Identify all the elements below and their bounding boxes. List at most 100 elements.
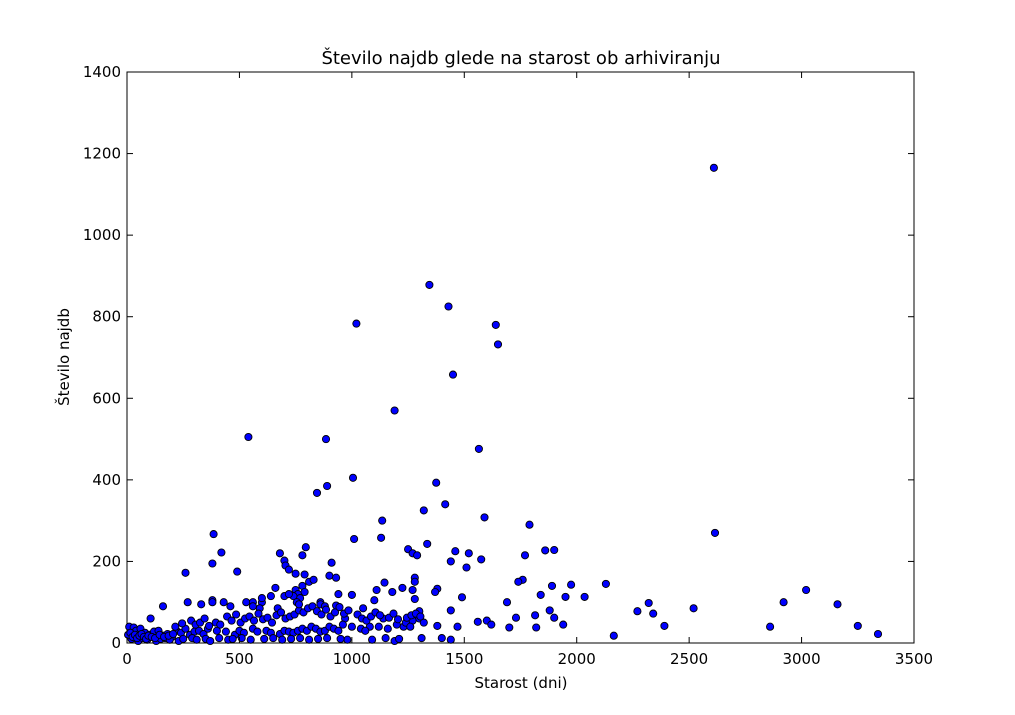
scatter-point [321, 605, 331, 614]
scatter-point [343, 635, 352, 644]
scatter-point [209, 530, 218, 539]
scatter-point [178, 619, 187, 628]
scatter-point [833, 600, 842, 609]
y-tick-label: 1000 [83, 226, 121, 244]
scatter-point [511, 613, 521, 622]
data-points [124, 163, 883, 646]
scatter-point [249, 616, 259, 625]
scatter-point [242, 598, 251, 607]
scatter-point [710, 528, 720, 537]
y-tick-label: 600 [92, 389, 121, 407]
scatter-point [487, 620, 496, 629]
scatter-point [226, 602, 235, 611]
scatter-point [183, 598, 192, 607]
y-tick-label: 1200 [83, 145, 121, 163]
scatter-point [228, 634, 237, 643]
scatter-point [406, 622, 415, 631]
scatter-point [248, 602, 257, 611]
scatter-point [217, 548, 226, 557]
scatter-point [287, 634, 296, 643]
scatter-point [416, 612, 425, 621]
scatter-point [192, 635, 201, 644]
scatter-point [350, 534, 359, 544]
scatter-point [378, 516, 387, 525]
scatter-point [550, 613, 559, 622]
scatter-point [709, 163, 718, 172]
scatter-point [325, 571, 334, 580]
scatter-point [448, 370, 458, 379]
scatter-point [453, 622, 462, 631]
scatter-point [171, 622, 180, 631]
scatter-point [221, 627, 230, 636]
scatter-point [531, 611, 540, 620]
scatter-point [296, 634, 305, 643]
scatter-point [493, 340, 503, 349]
scatter-point [208, 598, 217, 607]
plot-frame [126, 71, 915, 644]
scatter-point [609, 631, 618, 640]
scatter-point [276, 608, 286, 617]
scatter-point [219, 598, 228, 607]
scatter-point [419, 618, 428, 627]
x-tick-label: 3000 [782, 650, 820, 668]
scatter-point [520, 551, 530, 560]
scatter-point [298, 551, 307, 560]
scatter-point [260, 634, 269, 643]
scatter-point [561, 592, 570, 601]
scatter-point [269, 634, 278, 643]
scatter-point [253, 627, 262, 636]
scatter-point [323, 481, 332, 491]
scatter-point [441, 500, 450, 509]
scatter-point [413, 551, 422, 560]
scatter-point [474, 444, 483, 453]
scatter-point [437, 634, 446, 643]
scatter-point [480, 513, 489, 522]
scatter-point [372, 585, 381, 595]
scatter-point [232, 610, 241, 619]
scatter-point [633, 607, 642, 616]
scatter-point [332, 573, 341, 582]
scatter-point [388, 587, 397, 597]
scatter-point [181, 568, 190, 577]
scatter-point [451, 547, 460, 556]
scatter-point [505, 623, 514, 632]
scatter-point [179, 634, 188, 643]
x-tick-label: 2000 [558, 650, 596, 668]
scatter-point [567, 580, 576, 589]
scatter-point [347, 590, 356, 599]
scatter-point [473, 617, 482, 626]
scatter-point [347, 622, 356, 631]
scatter-point [263, 613, 272, 622]
scatter-point [410, 577, 419, 586]
scatter-point [580, 592, 589, 601]
scatter-point [300, 587, 309, 597]
scatter-point [873, 629, 883, 639]
scatter-point [300, 570, 309, 579]
scatter-point [419, 506, 428, 515]
scatter-point [408, 585, 417, 595]
scatter-point [275, 549, 284, 558]
x-tick-label: 500 [225, 650, 254, 668]
scatter-point [146, 614, 155, 623]
scatter-point [301, 543, 310, 552]
x-tick-label: 1500 [445, 650, 483, 668]
scatter-point [802, 585, 811, 595]
scatter-point [446, 606, 455, 615]
scatter-point [502, 598, 512, 607]
scatter-point [305, 635, 314, 644]
scatter-point [649, 609, 658, 618]
scatter-point [374, 622, 383, 631]
scatter-point [410, 594, 419, 604]
scatter-point [525, 520, 534, 529]
scatter-point [158, 602, 168, 611]
scatter-point [246, 635, 255, 644]
y-tick-label: 0 [111, 634, 121, 652]
scatter-point [359, 604, 368, 613]
scatter-point [216, 620, 225, 629]
scatter-point [545, 606, 554, 615]
y-tick-label: 1400 [83, 63, 121, 81]
scatter-point [271, 583, 280, 592]
scatter-point [321, 435, 331, 444]
scatter-point [462, 563, 471, 572]
